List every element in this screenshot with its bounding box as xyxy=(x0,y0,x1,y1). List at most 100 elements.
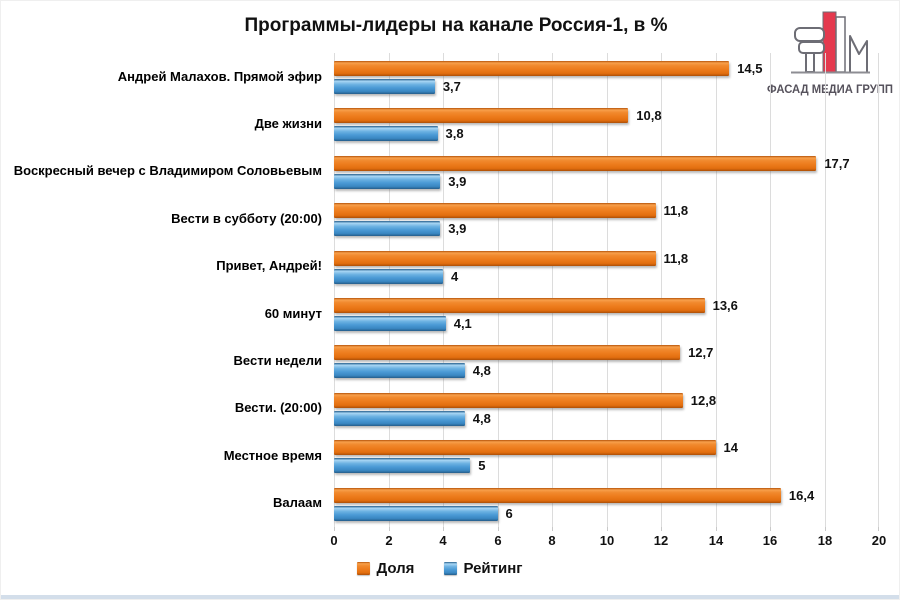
axis-tick xyxy=(661,527,662,531)
axis-tick xyxy=(825,527,826,531)
share-value-label: 14 xyxy=(723,440,738,456)
share-bar xyxy=(334,487,781,503)
share-bar xyxy=(334,61,730,76)
legend-label: Доля xyxy=(376,559,415,577)
rating-value-label: 6 xyxy=(505,505,513,521)
x-axis-label: 2 xyxy=(385,533,393,548)
axis-tick xyxy=(498,527,499,531)
share-bar xyxy=(334,440,716,456)
rating-value-label: 3,9 xyxy=(448,173,467,189)
share-value-label: 10,8 xyxy=(636,108,662,124)
rating-bar xyxy=(334,221,441,237)
bottom-border xyxy=(1,595,899,599)
category-label: Привет, Андрей! xyxy=(216,258,322,274)
category-label: Андрей Малахов. Прямой эфир xyxy=(117,68,322,84)
rating-value-label: 4,8 xyxy=(472,410,491,426)
share-bar xyxy=(334,298,705,313)
rating-value-label: 3,8 xyxy=(445,126,464,142)
category-label: Местное время xyxy=(223,447,322,463)
gridline xyxy=(443,53,444,527)
share-value-label: 11,8 xyxy=(663,203,689,219)
rating-value-label: 3,9 xyxy=(448,221,467,237)
logo-capsule-top xyxy=(794,27,825,42)
axis-tick xyxy=(878,527,879,531)
legend-label: Рейтинг xyxy=(463,559,523,577)
rating-bar xyxy=(334,79,435,94)
axis-tick xyxy=(389,527,390,531)
axis-tick xyxy=(770,527,771,531)
x-axis-label: 6 xyxy=(494,533,502,548)
share-value-label: 12,7 xyxy=(688,345,714,361)
share-bar xyxy=(334,250,656,266)
logo-mark xyxy=(791,11,870,74)
rating-value-label: 4 xyxy=(451,268,459,284)
gridline xyxy=(389,53,390,527)
share-bar xyxy=(334,155,817,171)
share-value-label: 17,7 xyxy=(824,155,850,171)
rating-value-label: 4,1 xyxy=(453,316,472,331)
share-value-label: 13,6 xyxy=(712,298,738,313)
share-bar xyxy=(334,345,681,361)
legend: Доля Рейтинг xyxy=(1,557,879,579)
plot-area: 14,5 3,7 10,8 3,8 17,7 3,9 11,8 3,9 11,8 4 13,6 4,1… xyxy=(334,53,879,527)
rating-bar xyxy=(334,126,438,142)
rating-bar xyxy=(334,410,465,426)
legend-item: Доля xyxy=(357,560,414,577)
share-value-label: 11,8 xyxy=(663,250,689,266)
gridline xyxy=(661,53,662,527)
legend-swatch xyxy=(357,561,371,575)
share-bar xyxy=(334,203,656,219)
rating-bar xyxy=(334,505,498,521)
gridline xyxy=(552,53,553,527)
share-value-label: 14,5 xyxy=(737,61,763,76)
share-bar xyxy=(334,108,629,124)
chart-title: Программы-лидеры на канале Россия-1, в % xyxy=(244,15,668,36)
axis-tick xyxy=(552,527,553,531)
gridline xyxy=(878,53,879,527)
rating-bar xyxy=(334,268,443,284)
category-label: Валаам xyxy=(273,495,322,511)
category-label: Вести. (20:00) xyxy=(234,400,322,416)
axis-tick xyxy=(607,527,608,531)
logo-text: ФАСАД МЕДИА ГРУПП xyxy=(767,82,893,96)
axis-tick xyxy=(443,527,444,531)
rating-value-label: 3,7 xyxy=(442,79,461,94)
x-axis-label: 16 xyxy=(762,533,778,548)
share-value-label: 16,4 xyxy=(788,487,815,503)
x-axis-label: 8 xyxy=(548,533,556,548)
x-axis-label: 4 xyxy=(439,533,447,548)
logo-capsule-bottom xyxy=(798,41,825,54)
x-axis-label: 20 xyxy=(871,533,887,548)
rating-value-label: 4,8 xyxy=(472,363,491,379)
legend-item: Рейтинг xyxy=(444,559,523,577)
axis-tick xyxy=(334,527,335,531)
legend-swatch xyxy=(444,561,458,575)
x-axis-label: 0 xyxy=(330,533,338,548)
category-label: Вести недели xyxy=(233,352,322,368)
axis-tick xyxy=(716,527,717,531)
x-axis-label: 12 xyxy=(653,533,669,548)
x-axis-label: 10 xyxy=(599,533,615,548)
gridline xyxy=(334,53,335,527)
category-label: Две жизни xyxy=(254,115,322,131)
rating-bar xyxy=(334,173,441,189)
gridline xyxy=(716,53,717,527)
rating-bar xyxy=(334,316,446,331)
rating-value-label: 5 xyxy=(478,458,486,474)
category-label: Воскресный вечер с Владимиром Соловьевым xyxy=(13,163,322,179)
logo-m-shape xyxy=(849,35,868,72)
share-bar xyxy=(334,392,683,408)
share-value-label: 12,8 xyxy=(690,392,717,408)
category-axis: Андрей Малахов. Прямой эфир Две жизни Воск… xyxy=(5,53,326,527)
gridline xyxy=(825,53,826,527)
gridline xyxy=(498,53,499,527)
category-label: Вести в субботу (20:00) xyxy=(171,210,322,226)
gridline xyxy=(770,53,771,527)
x-axis-label: 18 xyxy=(817,533,833,548)
category-label: 60 минут xyxy=(264,305,322,321)
rating-bar xyxy=(334,458,471,474)
fasad-media-group-logo: ФАСАД МЕДИА ГРУПП xyxy=(767,11,893,96)
gridline xyxy=(607,53,608,527)
x-axis-label: 14 xyxy=(708,533,724,548)
